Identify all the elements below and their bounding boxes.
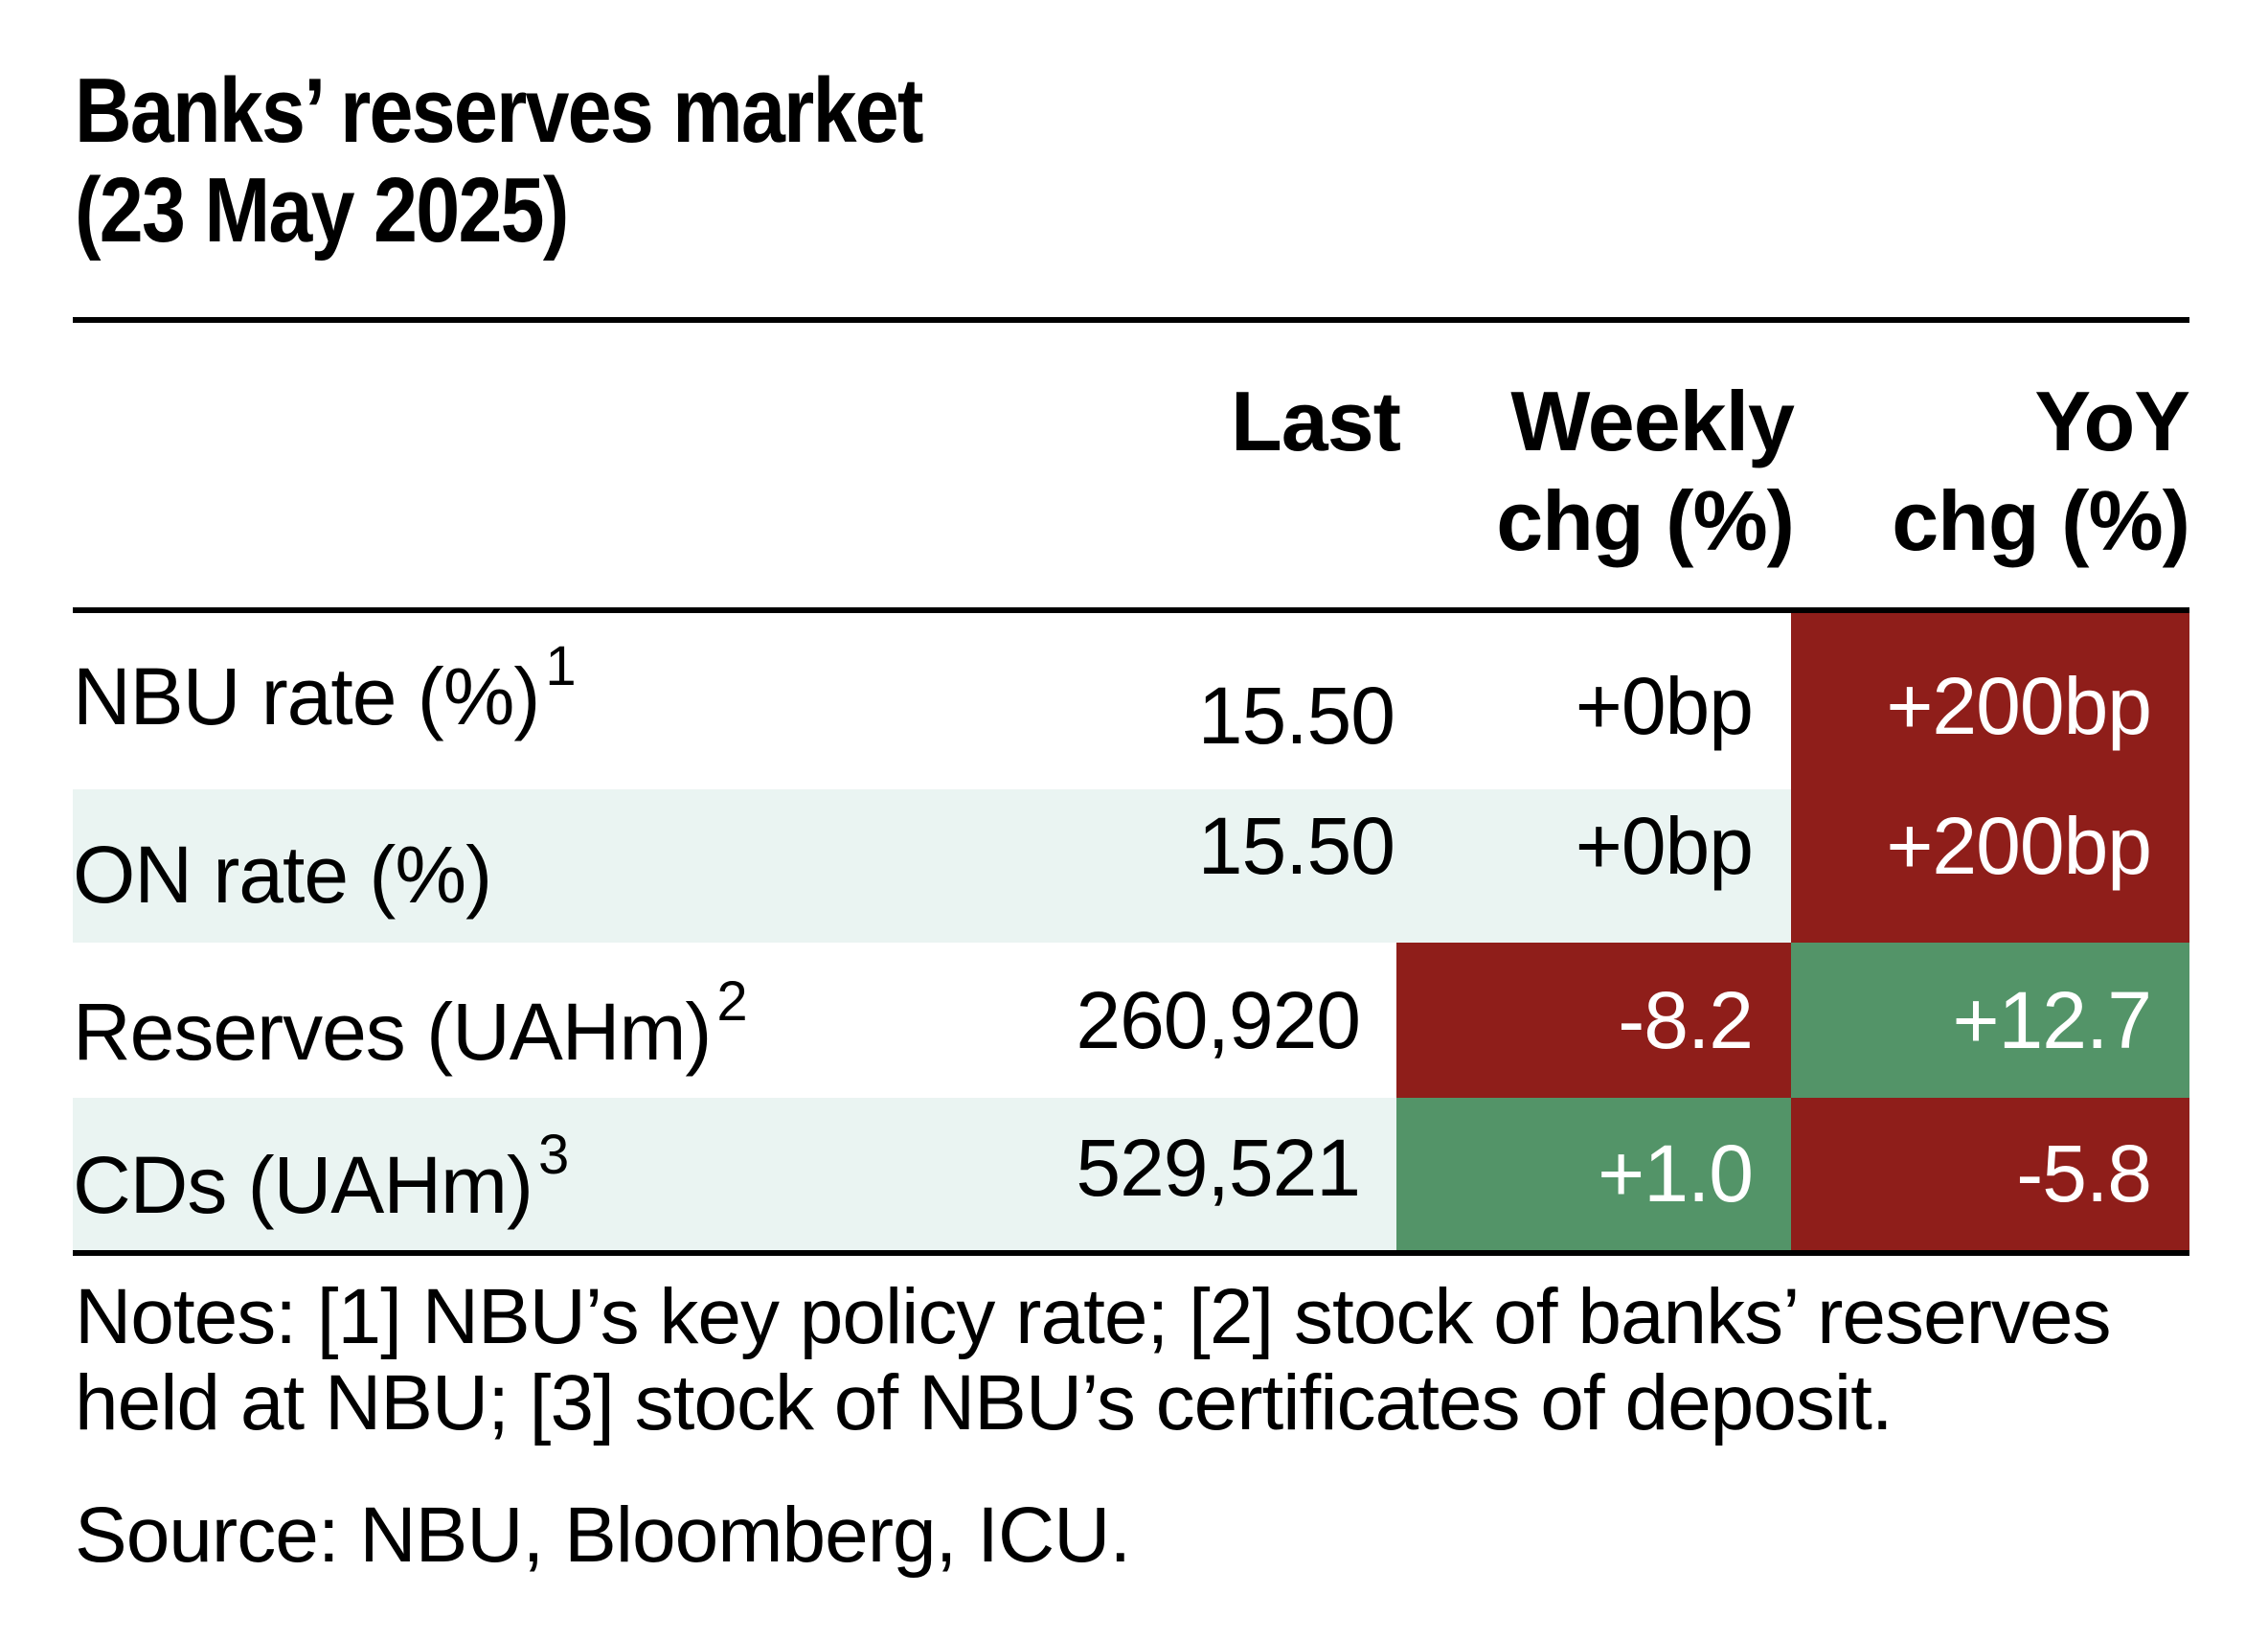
footnote-marker: 2 <box>716 970 747 1033</box>
header-yoy-line-2: chg (%) <box>1892 473 2190 568</box>
header-last: Last <box>1017 372 1401 471</box>
title-line-1: Banks’ reserves market <box>75 59 923 162</box>
yoy-value: +200bp <box>1886 661 2152 751</box>
title-line-2: (23 May 2025) <box>75 159 569 262</box>
table-row-nbu-rate: +200bp NBU rate (%) 1 15.50 +0bp <box>73 613 2189 789</box>
header-rule <box>73 607 2189 613</box>
header-last-label: Last <box>1231 374 1401 468</box>
table-row-reserves: -8.2 +12.7 Reserves (UAHm) 2 260,920 <box>73 943 2189 1098</box>
weekly-cell: +0bp <box>1398 789 1791 943</box>
yoy-cell: -5.8 <box>1791 1098 2189 1250</box>
yoy-cell: +200bp <box>1791 613 2189 789</box>
row-label-text: CDs (UAHm) <box>73 1140 533 1230</box>
row-label: NBU rate (%) 1 <box>73 639 577 741</box>
table-row-cds: +1.0 -5.8 CDs (UAHm) 3 529,521 <box>73 1098 2189 1250</box>
last-cell: 260,920 <box>1031 943 1396 1098</box>
row-label-text: Reserves (UAHm) <box>73 987 712 1077</box>
weekly-value: -8.2 <box>1618 975 1754 1065</box>
weekly-value: +0bp <box>1575 661 1754 751</box>
last-value: 529,521 <box>1076 1123 1361 1213</box>
table-title: Banks’ reserves market (23 May 2025) <box>75 61 1475 261</box>
table-notes: Notes: [1] NBU’s key policy rate; [2] st… <box>75 1274 2201 1446</box>
footnote-marker: 3 <box>537 1124 569 1186</box>
header-weekly: Weekly chg (%) <box>1392 372 1795 571</box>
yoy-value: +200bp <box>1886 801 2152 891</box>
last-value: 260,920 <box>1076 975 1361 1065</box>
header-weekly-line-1: Weekly <box>1510 374 1795 468</box>
header-yoy: YoY chg (%) <box>1787 372 2190 571</box>
yoy-value: +12.7 <box>1952 975 2152 1065</box>
last-cell: 15.50 <box>1031 789 1433 943</box>
bottom-rule <box>73 1250 2189 1256</box>
row-label: ON rate (%) <box>73 830 492 920</box>
row-label: CDs (UAHm) 3 <box>73 1128 569 1230</box>
row-label-text: ON rate (%) <box>73 830 492 920</box>
yoy-value: -5.8 <box>2016 1128 2152 1219</box>
weekly-cell: -8.2 <box>1396 943 1791 1098</box>
row-label: Reserves (UAHm) 2 <box>73 974 748 1077</box>
source-note: Source: NBU, Bloomberg, ICU. <box>75 1492 1131 1579</box>
table-row-on-rate: +200bp ON rate (%) 15.50 +0bp <box>73 789 2189 943</box>
last-cell: 15.50 <box>1031 613 1433 789</box>
header-yoy-line-1: YoY <box>2034 374 2190 468</box>
yoy-cell: +12.7 <box>1791 943 2189 1098</box>
header-weekly-line-2: chg (%) <box>1496 473 1795 568</box>
last-value: 15.50 <box>1197 671 1395 761</box>
top-rule <box>73 317 2189 323</box>
notes-line-1: Notes: [1] NBU’s key policy rate; [2] st… <box>75 1273 2112 1360</box>
row-label-text: NBU rate (%) <box>73 651 540 741</box>
last-cell: 529,521 <box>1031 1098 1396 1250</box>
yoy-cell: +200bp <box>1791 789 2189 943</box>
weekly-cell: +1.0 <box>1396 1098 1791 1250</box>
notes-line-2: held at NBU; [3] stock of NBU’s certific… <box>75 1359 1894 1446</box>
last-value: 15.50 <box>1197 801 1395 891</box>
footnote-marker: 1 <box>545 635 576 697</box>
weekly-value: +0bp <box>1575 801 1754 891</box>
weekly-cell: +0bp <box>1398 613 1791 789</box>
weekly-value: +1.0 <box>1598 1128 1754 1219</box>
